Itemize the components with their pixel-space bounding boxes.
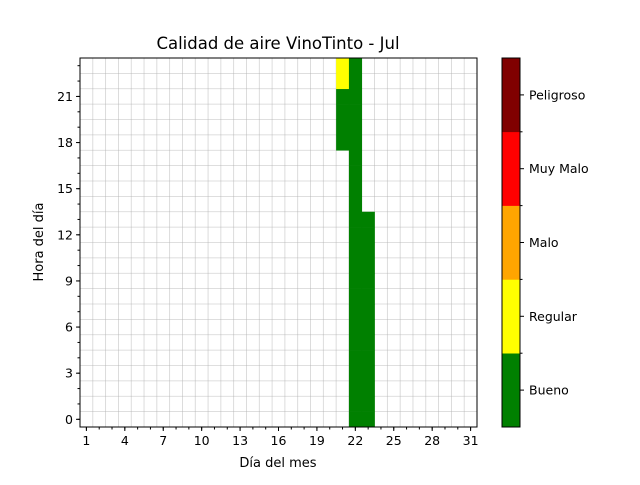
colorbar-segment xyxy=(502,279,520,354)
heatmap-cell xyxy=(336,88,350,105)
heatmap-cell xyxy=(348,104,363,120)
heatmap-cell xyxy=(348,334,363,351)
x-tick-label: 7 xyxy=(159,433,167,448)
heatmap-cell xyxy=(361,334,375,351)
y-axis-label: Hora del día xyxy=(32,203,47,282)
x-tick-label: 31 xyxy=(463,433,479,448)
heatmap-cell xyxy=(348,134,363,151)
x-tick-label: 1 xyxy=(82,433,90,448)
heatmap-cell xyxy=(348,273,363,289)
y-tick-label: 6 xyxy=(65,320,73,335)
heatmap-cell xyxy=(348,288,363,305)
heatmap-cell xyxy=(361,411,375,428)
heatmap-cell xyxy=(348,211,363,228)
colorbar-label: Regular xyxy=(529,309,578,324)
heatmap-cell xyxy=(348,380,363,397)
y-tick-label: 18 xyxy=(57,135,73,150)
colorbar-frame xyxy=(501,57,521,428)
x-tick-label: 10 xyxy=(194,433,210,448)
colorbar-label: Peligroso xyxy=(529,87,585,102)
x-axis-label: Día del mes xyxy=(239,456,316,471)
x-axis-ticks: 1 4 7 10 13 16 19 22 25 28 31 xyxy=(82,427,479,448)
x-tick-label: 25 xyxy=(386,433,402,448)
heatmap-cell xyxy=(348,88,363,105)
x-tick-label: 22 xyxy=(347,433,363,448)
heatmap-cell xyxy=(361,319,375,336)
heatmap-cell xyxy=(361,227,375,243)
heatmap-cell xyxy=(361,350,375,366)
chart-title: Calidad de aire VinoTinto - Jul xyxy=(156,34,399,53)
heatmap-cell xyxy=(348,119,363,136)
heatmap-cell xyxy=(348,58,363,74)
y-tick-label: 0 xyxy=(65,412,73,427)
heatmap-cell xyxy=(348,165,363,182)
heatmap-cell xyxy=(348,150,363,166)
grid-lines xyxy=(80,58,477,427)
x-tick-label: 28 xyxy=(424,433,440,448)
heatmap-cell xyxy=(348,181,363,197)
heatmap-cell xyxy=(348,396,363,412)
y-tick-label: 9 xyxy=(65,273,73,288)
x-tick-label: 13 xyxy=(232,433,248,448)
heatmap-cell xyxy=(348,411,363,428)
heatmap-cell xyxy=(336,134,350,151)
heatmap-cell xyxy=(361,365,375,382)
colorbar-label: Malo xyxy=(529,235,559,250)
heatmap-cell xyxy=(361,288,375,305)
x-tick-label: 4 xyxy=(121,433,129,448)
heatmap-cell xyxy=(348,242,363,259)
colorbar-label: Muy Malo xyxy=(529,161,589,176)
heatmap-cell xyxy=(348,304,363,320)
heatmap-cell xyxy=(348,196,363,213)
y-tick-label: 15 xyxy=(57,181,73,196)
colorbar-segment xyxy=(502,131,520,206)
heatmap-cell xyxy=(348,227,363,243)
colorbar: Bueno Regular Malo Muy Malo Peligroso xyxy=(501,57,589,428)
heatmap-cell xyxy=(361,380,375,397)
x-tick-label: 16 xyxy=(271,433,287,448)
y-axis-ticks: 0 3 6 9 12 15 18 21 xyxy=(57,65,80,427)
heatmap-cell xyxy=(336,104,350,120)
heatmap-cell xyxy=(336,73,350,90)
colorbar-label: Bueno xyxy=(529,383,569,398)
colorbar-segment xyxy=(502,353,520,428)
y-tick-label: 21 xyxy=(57,89,73,104)
heatmap-cell xyxy=(348,350,363,366)
heatmap-cell xyxy=(336,119,350,136)
colorbar-segment xyxy=(502,205,520,280)
heatmap-cell xyxy=(348,365,363,382)
y-tick-label: 3 xyxy=(65,366,73,381)
heatmap-cells xyxy=(336,58,375,428)
heatmap-cell xyxy=(348,319,363,336)
y-tick-label: 12 xyxy=(57,227,73,242)
heatmap-cell xyxy=(361,257,375,274)
heatmap-cell xyxy=(361,242,375,259)
heatmap-cell xyxy=(361,273,375,289)
heatmap-cell xyxy=(361,396,375,412)
heatmap-cell xyxy=(361,304,375,320)
heatmap-cell xyxy=(361,211,375,228)
heatmap-cell xyxy=(348,73,363,90)
heatmap-cell xyxy=(348,257,363,274)
heatmap-cell xyxy=(336,58,350,74)
x-tick-label: 19 xyxy=(309,433,325,448)
colorbar-segment xyxy=(502,58,520,133)
